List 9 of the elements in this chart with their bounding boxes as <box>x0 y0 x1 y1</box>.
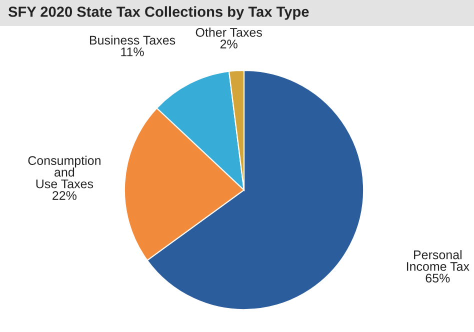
chart-title: SFY 2020 State Tax Collections by Tax Type <box>8 6 309 20</box>
slice-label: Business Taxes <box>90 35 176 45</box>
slice-label: Personal Income Tax <box>406 250 470 271</box>
data-label: 65% <box>426 274 450 283</box>
data-label: 2% <box>220 40 238 48</box>
data-label: 22% <box>52 191 77 200</box>
slice-label: Other Taxes <box>196 28 262 37</box>
slice-label: Consumption and Use Taxes <box>28 156 100 188</box>
data-label: 11% <box>121 47 144 56</box>
